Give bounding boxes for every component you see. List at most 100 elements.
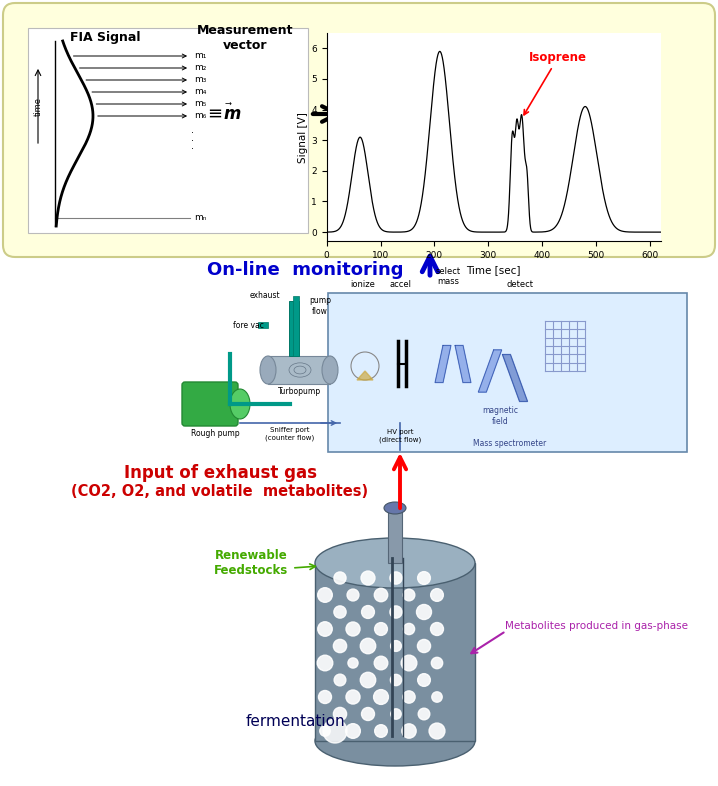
Ellipse shape <box>322 356 338 384</box>
Circle shape <box>404 590 415 601</box>
Text: Isoprene: Isoprene <box>524 50 587 115</box>
Text: time: time <box>34 97 42 116</box>
Circle shape <box>429 723 445 739</box>
Ellipse shape <box>315 538 475 588</box>
Circle shape <box>432 657 443 669</box>
Text: m₃: m₃ <box>194 75 206 85</box>
Text: Sniffer port
(counter flow): Sniffer port (counter flow) <box>266 428 314 441</box>
Circle shape <box>401 656 417 670</box>
Circle shape <box>361 571 375 585</box>
Text: select
mass: select mass <box>435 266 460 286</box>
X-axis label: Time [sec]: Time [sec] <box>467 266 521 276</box>
Polygon shape <box>503 354 528 402</box>
Text: On-line  monitoring: On-line monitoring <box>207 261 404 279</box>
Bar <box>388 508 402 563</box>
Polygon shape <box>455 345 471 383</box>
Text: HV port
(direct flow): HV port (direct flow) <box>379 429 421 443</box>
Bar <box>289 301 299 356</box>
Text: fore vac: fore vac <box>233 321 264 330</box>
Text: Mass spectrometer: Mass spectrometer <box>473 439 546 449</box>
Text: magnetic
field: magnetic field <box>482 406 518 426</box>
Ellipse shape <box>384 502 406 514</box>
Circle shape <box>391 641 401 652</box>
Text: Metabolites produced in gas-phase: Metabolites produced in gas-phase <box>505 621 688 631</box>
Circle shape <box>403 691 415 703</box>
Circle shape <box>431 623 444 635</box>
Text: Turbopump: Turbopump <box>279 387 322 395</box>
Circle shape <box>320 725 330 736</box>
Circle shape <box>374 656 388 670</box>
Text: m: m <box>223 105 241 123</box>
Text: mₙ: mₙ <box>194 214 206 222</box>
Circle shape <box>373 689 388 704</box>
Text: m₅: m₅ <box>194 100 206 108</box>
Ellipse shape <box>230 389 250 419</box>
Text: accel: accel <box>389 280 411 289</box>
Circle shape <box>346 690 360 704</box>
Text: m₆: m₆ <box>194 112 206 120</box>
Circle shape <box>418 708 430 720</box>
Bar <box>268 356 330 384</box>
Circle shape <box>347 589 359 601</box>
Circle shape <box>360 672 376 688</box>
Circle shape <box>334 606 346 618</box>
Bar <box>258 322 268 328</box>
Circle shape <box>333 639 347 652</box>
Circle shape <box>334 572 346 584</box>
Bar <box>315 563 475 741</box>
Circle shape <box>346 622 360 636</box>
Circle shape <box>375 623 388 635</box>
Circle shape <box>361 707 375 721</box>
Circle shape <box>391 674 401 685</box>
Bar <box>293 296 299 356</box>
Text: .: . <box>190 141 193 151</box>
FancyBboxPatch shape <box>182 382 238 426</box>
Circle shape <box>375 725 387 737</box>
Circle shape <box>416 604 432 619</box>
Circle shape <box>323 719 347 743</box>
Circle shape <box>431 589 443 601</box>
Circle shape <box>418 571 430 584</box>
Polygon shape <box>435 345 451 383</box>
FancyBboxPatch shape <box>328 293 687 452</box>
Circle shape <box>317 588 332 602</box>
Circle shape <box>390 606 402 618</box>
Text: .: . <box>190 133 193 143</box>
Y-axis label: Signal [V]: Signal [V] <box>299 112 309 163</box>
Circle shape <box>432 692 442 702</box>
Circle shape <box>391 709 401 719</box>
Text: Measurement
vector: Measurement vector <box>197 24 293 52</box>
Ellipse shape <box>260 356 276 384</box>
Text: Rough pump: Rough pump <box>191 429 239 439</box>
Circle shape <box>374 588 388 602</box>
Circle shape <box>390 572 402 584</box>
Ellipse shape <box>315 716 475 766</box>
FancyBboxPatch shape <box>28 28 308 233</box>
Circle shape <box>417 640 431 652</box>
Text: ionize: ionize <box>350 280 376 289</box>
Circle shape <box>404 623 414 634</box>
Text: m₁: m₁ <box>194 52 206 61</box>
Circle shape <box>402 724 416 738</box>
Text: fermentation: fermentation <box>245 714 345 729</box>
Text: pump
flow: pump flow <box>309 296 331 316</box>
Circle shape <box>345 724 360 738</box>
Circle shape <box>348 658 358 668</box>
FancyBboxPatch shape <box>3 3 715 257</box>
Text: Renewable
Feedstocks: Renewable Feedstocks <box>214 549 288 577</box>
Circle shape <box>334 674 346 686</box>
Circle shape <box>333 707 347 721</box>
Circle shape <box>418 674 430 686</box>
Text: FIA Signal: FIA Signal <box>70 31 140 45</box>
Text: (CO2, O2, and volatile  metabolites): (CO2, O2, and volatile metabolites) <box>71 484 368 499</box>
Circle shape <box>318 622 332 636</box>
Text: ≡: ≡ <box>208 105 223 123</box>
Text: .: . <box>190 125 193 135</box>
Circle shape <box>319 690 332 703</box>
Polygon shape <box>478 350 502 392</box>
Text: exhaust: exhaust <box>250 292 280 300</box>
Circle shape <box>317 656 333 670</box>
Polygon shape <box>357 371 373 380</box>
Text: detect: detect <box>506 280 533 289</box>
Circle shape <box>360 638 376 654</box>
